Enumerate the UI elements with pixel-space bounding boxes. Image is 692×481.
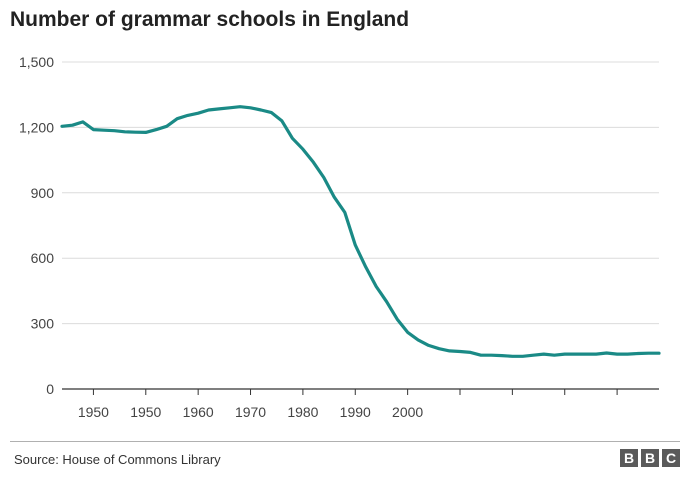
bbc-logo-letter: C [662, 449, 680, 467]
x-tick-label: 1980 [287, 404, 318, 420]
x-tick-label: 1960 [183, 404, 214, 420]
gridlines [62, 61, 659, 325]
y-tick-label: 1,500 [19, 54, 54, 70]
bbc-logo: B B C [620, 449, 680, 467]
y-tick-label: 0 [46, 381, 54, 397]
bbc-logo-letter: B [620, 449, 638, 467]
series-group [60, 105, 661, 358]
bbc-logo-letter: B [641, 449, 659, 467]
y-axis-ticks: 0 300 600 900 1,200 1,500 [19, 54, 54, 397]
x-tick-label: 1990 [340, 404, 371, 420]
y-tick-label: 900 [31, 185, 55, 201]
x-tick-label: 1950 [130, 404, 161, 420]
series-line [60, 105, 661, 358]
y-tick-label: 1,200 [19, 119, 54, 135]
x-tick-label: 1970 [235, 404, 266, 420]
y-tick-label: 600 [31, 250, 55, 266]
footer-divider [10, 441, 680, 442]
x-tick-label: 1950 [78, 404, 109, 420]
chart-title: Number of grammar schools in England [10, 8, 410, 31]
x-axis: 1950 1950 1960 1970 1980 1990 2000 [62, 388, 659, 420]
x-tick-label: 2000 [392, 404, 423, 420]
source-note: Source: House of Commons Library [14, 452, 221, 467]
y-tick-label: 300 [31, 316, 55, 332]
